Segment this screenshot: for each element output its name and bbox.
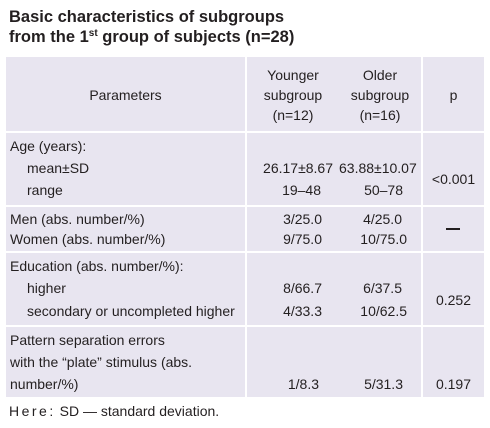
sex-p-dash [446, 228, 460, 230]
table-footnote: Here: SD — standard deviation. [9, 402, 219, 420]
education-higher-older: 6/37.5 [363, 280, 402, 296]
women-younger: 9/75.0 [283, 231, 322, 247]
education-p-value: 0.252 [435, 292, 472, 308]
men-older: 4/25.0 [363, 211, 402, 227]
education-label: Education (abs. number/%): [10, 258, 184, 274]
title-line-1: Basic characteristics of subgroups [9, 8, 285, 26]
age-range-younger: 19–48 [282, 182, 321, 198]
row-divider [6, 251, 484, 253]
age-label: Age (years): [10, 138, 87, 154]
education-higher-label: higher [27, 280, 66, 296]
header-younger-line-2: subgroup [263, 87, 323, 103]
header-younger-line-1: Younger [267, 67, 319, 83]
title-line-2-end: group of subjects (n=28) [97, 28, 295, 46]
women-older: 10/75.0 [360, 231, 407, 247]
header-younger-line-3: (n=12) [272, 107, 314, 123]
age-range-label: range [27, 182, 63, 198]
title-superscript: st [88, 28, 98, 39]
header-older-line-2: subgroup [350, 87, 410, 103]
pattern-younger: 1/8.3 [287, 376, 319, 392]
characteristics-table: Parameters Younger subgroup (n=12) Older… [6, 57, 484, 397]
header-older-line-1: Older [362, 67, 398, 83]
pattern-older: 5/31.3 [364, 376, 403, 392]
header-parameters: Parameters [89, 87, 162, 103]
header-p: p [449, 87, 458, 103]
title-line-2: from the 1st group of subjects (n=28) [9, 27, 449, 47]
age-range-older: 50–78 [364, 182, 403, 198]
education-secondary-label: secondary or uncompleted higher [27, 303, 235, 319]
title-line-2-start: from the 1 [9, 28, 89, 46]
header-older-line-3: (n=16) [359, 107, 401, 123]
age-mean-label: mean±SD [27, 160, 90, 176]
age-mean-older: 63.88±10.07 [339, 160, 417, 176]
table-title: Basic characteristics of subgroups from … [9, 7, 449, 47]
education-higher-younger: 8/66.7 [283, 280, 322, 296]
column-divider [245, 57, 247, 397]
row-divider [6, 325, 484, 327]
column-divider [421, 57, 423, 397]
men-label: Men (abs. number/%) [10, 211, 145, 227]
education-secondary-younger: 4/33.3 [283, 303, 322, 319]
row-divider [6, 131, 484, 133]
pattern-label-line-1: Pattern separation errors [10, 332, 165, 348]
footnote-text: SD — standard deviation. [55, 403, 220, 419]
men-younger: 3/25.0 [283, 211, 322, 227]
footnote-here: Here: [9, 403, 56, 419]
education-secondary-older: 10/62.5 [360, 303, 407, 319]
women-label: Women (abs. number/%) [10, 231, 166, 247]
pattern-label-line-3: number/%) [10, 376, 79, 392]
pattern-label-line-2: with the “plate” stimulus (abs. [10, 354, 193, 370]
pattern-p-value: 0.197 [435, 376, 472, 392]
age-p-value: <0.001 [431, 171, 476, 187]
row-divider [6, 205, 484, 207]
age-mean-younger: 26.17±8.67 [263, 160, 333, 176]
